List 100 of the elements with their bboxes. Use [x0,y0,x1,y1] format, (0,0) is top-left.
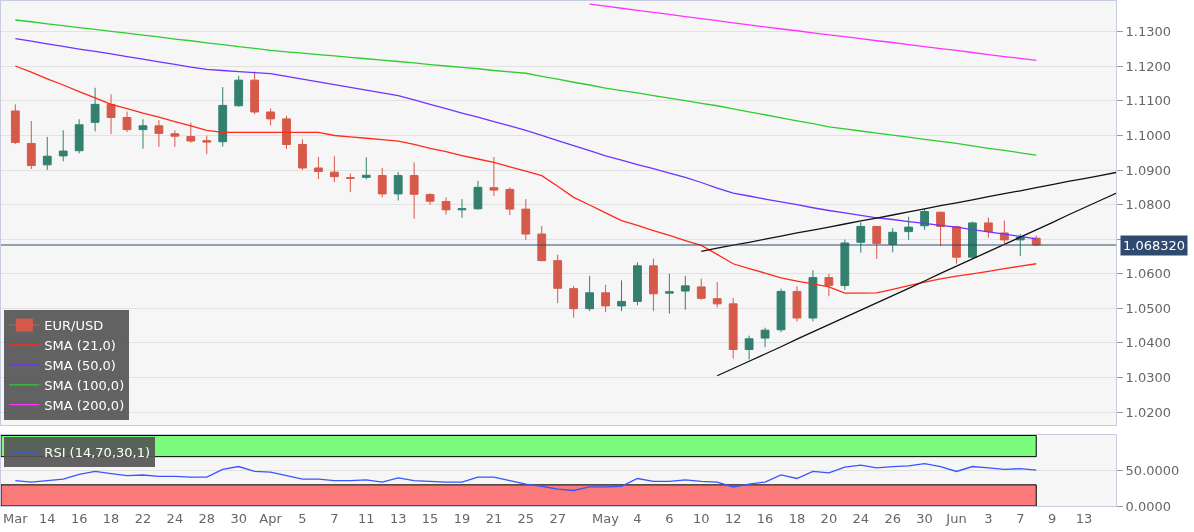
legend-label: SMA (50,0) [44,357,116,373]
x-tick-label: Mar [3,510,29,526]
legend-label: SMA (100,0) [44,377,125,393]
x-tick-label: 22 [134,510,152,526]
x-tick-label: 24 [166,510,184,526]
candlestick [936,211,945,247]
x-tick-label: 4 [633,510,642,526]
candlestick [74,118,84,154]
candlestick [760,327,770,348]
candlestick [680,275,690,311]
legend-label: RSI (14,70,30,1) [44,444,151,460]
x-tick-label: 20 [820,510,838,526]
legend-label: EUR/USD [44,318,104,334]
candlestick [585,275,595,312]
line-series [700,171,1116,252]
x-tick-label: 27 [549,510,566,526]
x-tick-label: 11 [358,510,375,526]
candlestick [138,118,148,150]
candlestick [776,288,786,333]
x-tick-label: May [592,510,620,526]
candlestick [505,186,515,216]
y-tick-label: 0.0000 [1125,498,1172,514]
candlestick [106,93,116,135]
candlestick [377,167,387,198]
candlestick [26,120,36,170]
x-tick-label: 24 [852,510,870,526]
y-tick-label: 1.0500 [1125,300,1172,316]
candlestick [234,75,244,108]
candlestick [569,285,579,319]
candlestick [856,221,866,254]
candlestick [314,156,323,180]
candlestick [617,279,626,312]
y-tick-label: 1.0300 [1125,370,1172,386]
candlestick [792,285,802,322]
x-tick-label: 14 [38,510,56,526]
candlestick [345,173,355,193]
x-tick-label: 12 [724,510,742,526]
x-tick-label: 18 [788,510,806,526]
candlestick [744,335,754,361]
candlestick [983,216,993,239]
x-tick-label: 6 [665,510,674,526]
candlestick [712,281,722,309]
candlestick [633,261,642,306]
candlestick [521,198,531,241]
x-tick-label: 19 [453,510,471,526]
candlestick [361,156,371,180]
candlestick [904,216,914,241]
x-tick-label: 25 [517,510,535,526]
x-tick-label: 30 [916,510,933,526]
candlestick [553,254,563,304]
ref-line-label: 1.068320 [1123,238,1186,253]
candlestick [952,225,961,265]
candlestick [250,71,260,115]
x-tick-label: Apr [259,510,283,526]
x-tick-label: 3 [984,510,993,526]
x-tick-label: 16 [756,510,774,526]
x-tick-label: 15 [421,510,439,526]
line-series [14,463,1037,492]
x-tick-label: 18 [102,510,120,526]
x-tick-label: 16 [70,510,88,526]
y-tick-label: 1.1100 [1125,93,1172,109]
line-series [716,192,1116,377]
line-series [14,38,1037,240]
legend-label: SMA (21,0) [44,338,116,354]
candlestick [10,103,20,145]
candlestick [473,180,483,211]
candlestick [728,297,738,359]
candlestick [202,134,212,155]
y-tick-label: 1.0200 [1125,404,1172,420]
x-tick-label: 5 [298,510,307,526]
candlestick [457,198,467,219]
x-tick-label: 7 [1016,510,1025,526]
x-tick-label: 7 [330,510,339,526]
candlestick [170,129,180,148]
x-tick-label: 9 [1048,510,1057,526]
candlestick [840,239,850,291]
candlestick [537,225,547,262]
candlestick [696,278,706,301]
y-tick-label: 1.1000 [1125,128,1172,144]
candlestick [409,161,419,220]
candlestick [90,87,100,132]
y-tick-label: 1.0800 [1125,197,1172,213]
candlestick [888,227,898,253]
candlestick [186,122,196,144]
x-tick-label: 30 [230,510,247,526]
candlestick [649,258,658,312]
candlestick [329,155,339,183]
candlestick [601,284,610,313]
candlestick [218,86,228,148]
y-tick-label: 1.1200 [1125,58,1172,74]
candlestick [425,192,435,206]
candlestick [154,119,164,148]
y-tick-label: 1.1300 [1125,24,1172,40]
y-tick-label: 1.0400 [1125,335,1172,351]
candlestick [122,111,132,133]
x-tick-label: 10 [692,510,710,526]
candlestick [441,196,451,216]
candlestick [42,136,52,171]
x-tick-label: 13 [389,510,407,526]
candlestick [489,156,499,197]
